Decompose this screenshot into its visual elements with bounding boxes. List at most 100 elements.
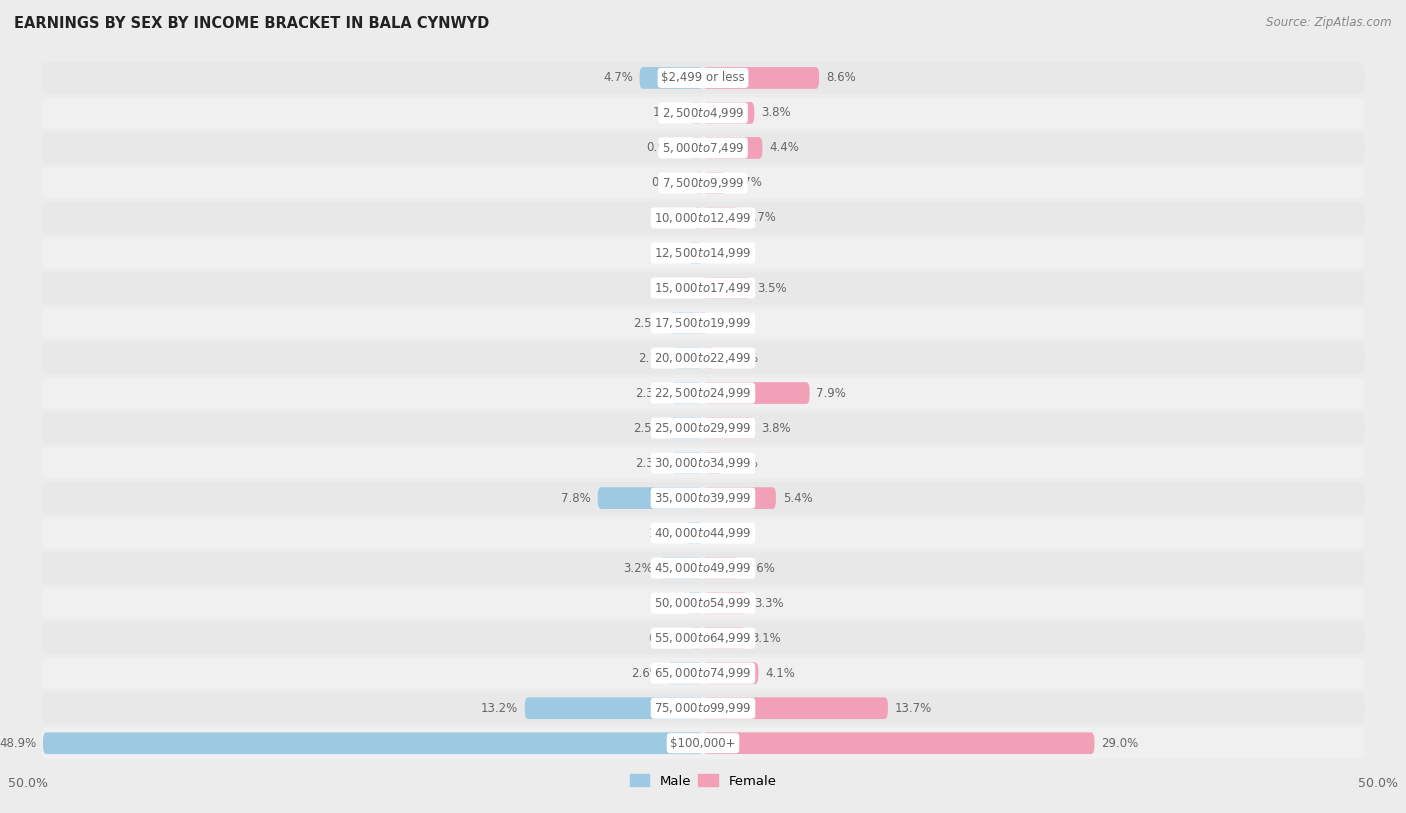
FancyBboxPatch shape	[686, 593, 703, 614]
FancyBboxPatch shape	[42, 447, 1364, 479]
FancyBboxPatch shape	[689, 102, 703, 124]
FancyBboxPatch shape	[42, 728, 1364, 759]
Text: $12,500 to $14,999: $12,500 to $14,999	[654, 246, 752, 260]
FancyBboxPatch shape	[669, 312, 703, 334]
Text: 2.6%: 2.6%	[745, 562, 775, 575]
FancyBboxPatch shape	[672, 452, 703, 474]
FancyBboxPatch shape	[42, 167, 1364, 198]
FancyBboxPatch shape	[42, 588, 1364, 619]
FancyBboxPatch shape	[42, 307, 1364, 339]
Text: $17,500 to $19,999: $17,500 to $19,999	[654, 316, 752, 330]
FancyBboxPatch shape	[692, 628, 703, 649]
FancyBboxPatch shape	[703, 277, 751, 299]
FancyBboxPatch shape	[42, 202, 1364, 234]
Text: 1.2%: 1.2%	[650, 597, 681, 610]
Text: 8.6%: 8.6%	[825, 72, 856, 85]
FancyBboxPatch shape	[703, 628, 745, 649]
Text: 0.81%: 0.81%	[648, 632, 685, 645]
Text: $30,000 to $34,999: $30,000 to $34,999	[654, 456, 752, 470]
Text: 7.9%: 7.9%	[817, 386, 846, 399]
Text: $45,000 to $49,999: $45,000 to $49,999	[654, 561, 752, 575]
FancyBboxPatch shape	[686, 522, 703, 544]
FancyBboxPatch shape	[703, 242, 709, 264]
FancyBboxPatch shape	[42, 693, 1364, 724]
FancyBboxPatch shape	[700, 312, 706, 334]
Text: 1.3%: 1.3%	[650, 527, 679, 540]
FancyBboxPatch shape	[669, 417, 703, 439]
Text: 48.9%: 48.9%	[0, 737, 37, 750]
FancyBboxPatch shape	[703, 663, 758, 684]
Text: 0.65%: 0.65%	[651, 211, 688, 224]
Text: $7,500 to $9,999: $7,500 to $9,999	[662, 176, 744, 190]
Text: Source: ZipAtlas.com: Source: ZipAtlas.com	[1267, 16, 1392, 29]
Text: $2,500 to $4,999: $2,500 to $4,999	[662, 106, 744, 120]
Text: 5.4%: 5.4%	[783, 492, 813, 505]
Text: $35,000 to $39,999: $35,000 to $39,999	[654, 491, 752, 505]
FancyBboxPatch shape	[42, 552, 1364, 584]
FancyBboxPatch shape	[703, 698, 889, 719]
FancyBboxPatch shape	[524, 698, 703, 719]
Text: 3.1%: 3.1%	[752, 632, 782, 645]
FancyBboxPatch shape	[42, 412, 1364, 444]
Text: 2.1%: 2.1%	[638, 351, 668, 364]
Text: 3.5%: 3.5%	[756, 281, 786, 294]
Text: $55,000 to $64,999: $55,000 to $64,999	[654, 631, 752, 646]
Text: 3.3%: 3.3%	[754, 597, 785, 610]
FancyBboxPatch shape	[659, 557, 703, 579]
Text: 7.8%: 7.8%	[561, 492, 591, 505]
FancyBboxPatch shape	[703, 207, 740, 228]
Text: 4.1%: 4.1%	[765, 667, 794, 680]
Text: 13.7%: 13.7%	[894, 702, 932, 715]
FancyBboxPatch shape	[690, 137, 703, 159]
Text: 2.6%: 2.6%	[631, 667, 661, 680]
FancyBboxPatch shape	[703, 67, 820, 89]
Text: 0.39%: 0.39%	[716, 246, 752, 259]
Text: $40,000 to $44,999: $40,000 to $44,999	[654, 526, 752, 540]
Text: 0.97%: 0.97%	[645, 141, 683, 154]
Text: $100,000+: $100,000+	[671, 737, 735, 750]
Text: 4.4%: 4.4%	[769, 141, 799, 154]
Legend: Male, Female: Male, Female	[624, 769, 782, 793]
FancyBboxPatch shape	[703, 137, 762, 159]
FancyBboxPatch shape	[688, 242, 703, 264]
Text: 0.0%: 0.0%	[710, 527, 740, 540]
FancyBboxPatch shape	[42, 342, 1364, 374]
Text: 1.0%: 1.0%	[652, 107, 683, 120]
Text: 3.8%: 3.8%	[761, 422, 790, 435]
FancyBboxPatch shape	[42, 62, 1364, 93]
FancyBboxPatch shape	[42, 482, 1364, 514]
FancyBboxPatch shape	[42, 623, 1364, 654]
FancyBboxPatch shape	[672, 382, 703, 404]
FancyBboxPatch shape	[42, 377, 1364, 409]
FancyBboxPatch shape	[42, 98, 1364, 128]
Text: $10,000 to $12,499: $10,000 to $12,499	[654, 211, 752, 225]
Text: 29.0%: 29.0%	[1101, 737, 1139, 750]
FancyBboxPatch shape	[695, 207, 703, 228]
FancyBboxPatch shape	[42, 658, 1364, 689]
FancyBboxPatch shape	[44, 733, 703, 754]
Text: $50,000 to $54,999: $50,000 to $54,999	[654, 596, 752, 610]
FancyBboxPatch shape	[42, 237, 1364, 269]
FancyBboxPatch shape	[703, 487, 776, 509]
FancyBboxPatch shape	[703, 733, 1094, 754]
FancyBboxPatch shape	[703, 417, 754, 439]
Text: $15,000 to $17,499: $15,000 to $17,499	[654, 281, 752, 295]
FancyBboxPatch shape	[640, 67, 703, 89]
Text: 3.8%: 3.8%	[761, 107, 790, 120]
FancyBboxPatch shape	[703, 452, 721, 474]
FancyBboxPatch shape	[42, 517, 1364, 549]
FancyBboxPatch shape	[703, 593, 748, 614]
FancyBboxPatch shape	[699, 277, 703, 299]
FancyBboxPatch shape	[598, 487, 703, 509]
Text: 2.5%: 2.5%	[633, 422, 662, 435]
Text: $5,000 to $7,499: $5,000 to $7,499	[662, 141, 744, 155]
Text: EARNINGS BY SEX BY INCOME BRACKET IN BALA CYNWYD: EARNINGS BY SEX BY INCOME BRACKET IN BAL…	[14, 16, 489, 31]
Text: $75,000 to $99,999: $75,000 to $99,999	[654, 701, 752, 715]
FancyBboxPatch shape	[703, 347, 714, 369]
Text: $65,000 to $74,999: $65,000 to $74,999	[654, 666, 752, 680]
Text: 1.1%: 1.1%	[651, 246, 682, 259]
Text: 0.61%: 0.61%	[651, 176, 688, 189]
FancyBboxPatch shape	[703, 382, 810, 404]
FancyBboxPatch shape	[703, 557, 738, 579]
FancyBboxPatch shape	[675, 347, 703, 369]
